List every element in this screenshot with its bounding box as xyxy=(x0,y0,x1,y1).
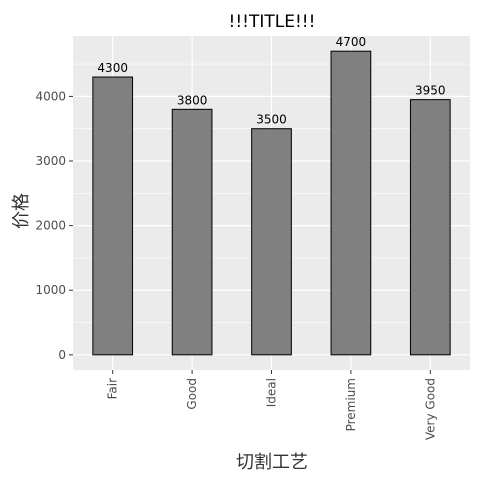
data-label: 3800 xyxy=(177,93,208,107)
y-tick-label: 2000 xyxy=(35,219,66,233)
bars xyxy=(92,50,451,356)
x-tick-label: Ideal xyxy=(265,378,279,407)
data-label: 3950 xyxy=(415,84,446,98)
x-tick-label: Good xyxy=(185,378,199,410)
y-axis-title: 价格 xyxy=(11,193,32,229)
y-tick-label: 0 xyxy=(58,348,66,362)
x-tick-label: Very Good xyxy=(423,378,437,440)
data-label: 3500 xyxy=(256,113,287,127)
data-labels: 4300 3800 3500 4700 3950 xyxy=(97,35,445,127)
chart-title: !!!TITLE!!! xyxy=(229,12,316,32)
x-tick-label: Premium xyxy=(344,378,358,431)
x-tick-label: Fair xyxy=(106,378,120,399)
y-tick-label: 3000 xyxy=(35,154,66,168)
bar-premium xyxy=(330,50,372,356)
data-label: 4700 xyxy=(336,35,367,49)
bar-good xyxy=(171,108,213,356)
bar-very-good xyxy=(409,99,451,356)
y-axis: 0 1000 2000 3000 4000 xyxy=(35,89,73,362)
bar-fair xyxy=(92,76,134,356)
data-label: 4300 xyxy=(97,61,128,75)
bar-ideal xyxy=(251,128,292,356)
y-tick-label: 1000 xyxy=(35,283,66,297)
x-axis-title: 切割工艺 xyxy=(236,452,308,473)
y-tick-label: 4000 xyxy=(35,89,66,103)
x-axis: Fair Good Ideal Premium Very Good xyxy=(106,370,437,440)
